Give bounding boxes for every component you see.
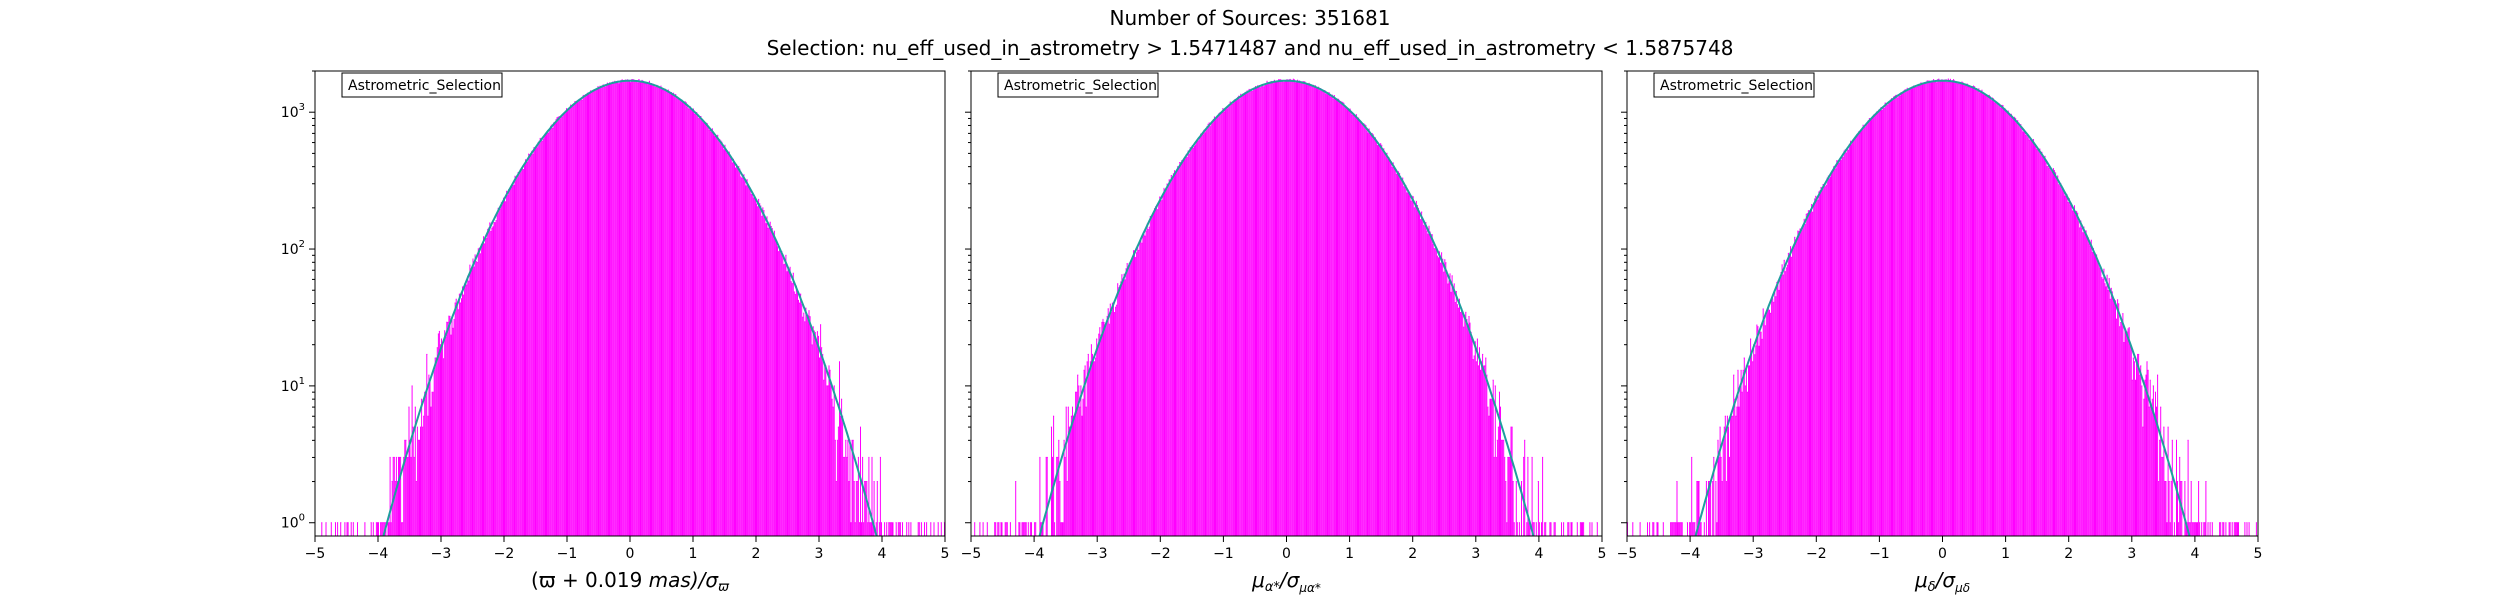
x-tick-label: 4 xyxy=(878,546,887,562)
x-tick-label: −5 xyxy=(961,546,982,562)
y-tick-exponent: 2 xyxy=(299,239,305,250)
x-axis-label: μα*/σμα* xyxy=(1251,568,1321,595)
x-tick-label: 5 xyxy=(941,546,950,562)
x-tick-label: −4 xyxy=(1680,546,1701,562)
x-label-subscript: δ xyxy=(1928,580,1936,595)
chart-panel-1: −5 −4 −3 −2 −1 0 1 2 3 4 5100101102103Astrometric_… xyxy=(281,70,950,595)
x-tick-label: 4 xyxy=(2190,546,2199,562)
histogram-bars xyxy=(1627,78,2257,536)
x-label-part: μ xyxy=(1251,568,1265,592)
x-label-subscript: μα* xyxy=(1298,581,1321,595)
x-tick-label: −3 xyxy=(1743,546,1764,562)
x-label-part: /σ xyxy=(1278,568,1301,592)
legend-box xyxy=(997,72,1159,98)
x-axis-label: (ϖ + 0.019 mas)/σϖ xyxy=(531,568,730,595)
legend-box xyxy=(341,72,503,98)
y-tick-base: 10 xyxy=(281,516,299,532)
y-tick-base: 10 xyxy=(281,105,299,121)
legend-box xyxy=(1653,72,1815,98)
x-tick-label: −5 xyxy=(305,546,326,562)
y-tick-label: 103 xyxy=(281,102,305,121)
y-tick-base: 10 xyxy=(281,242,299,258)
x-tick-label: 3 xyxy=(2127,546,2136,562)
x-axis-label: μδ/σμδ xyxy=(1914,568,1970,595)
x-tick-label: 5 xyxy=(2254,546,2263,562)
x-tick-label: −1 xyxy=(1213,546,1234,562)
x-tick-label: 1 xyxy=(2001,546,2010,562)
x-tick-label: 5 xyxy=(1598,546,1607,562)
plot-area xyxy=(1627,78,2257,536)
histogram-bars xyxy=(974,78,1598,536)
x-tick-label: −1 xyxy=(557,546,578,562)
gaussian-fit-line xyxy=(1038,79,1535,536)
x-tick-label: 2 xyxy=(2064,546,2073,562)
x-label-part: μ xyxy=(1914,568,1928,592)
gaussian-fit-line xyxy=(382,79,878,536)
x-tick-label: 4 xyxy=(1534,546,1543,562)
x-tick-label: 1 xyxy=(1345,546,1354,562)
plot-area xyxy=(321,79,945,536)
x-label-part: /σ xyxy=(1934,568,1957,592)
x-label-unit: mas xyxy=(649,568,691,592)
x-tick-label: −4 xyxy=(368,546,389,562)
x-tick-label: 3 xyxy=(1471,546,1480,562)
x-tick-label: 2 xyxy=(752,546,761,562)
x-tick-label: 0 xyxy=(1282,546,1291,562)
legend-label: Astrometric_Selection xyxy=(1004,78,1157,94)
x-label-subscript: α* xyxy=(1265,580,1281,595)
y-tick-label: 100 xyxy=(281,513,305,532)
x-label-subscript: μδ xyxy=(1954,581,1970,595)
legend-label: Astrometric_Selection xyxy=(1660,78,1813,94)
x-tick-label: −2 xyxy=(1150,546,1171,562)
x-tick-label: −4 xyxy=(1024,546,1045,562)
x-label-part: )/σ xyxy=(689,568,720,592)
histogram-bars xyxy=(321,79,945,536)
y-tick-label: 101 xyxy=(281,376,305,395)
x-tick-label: −2 xyxy=(1806,546,1827,562)
x-tick-label: 3 xyxy=(815,546,824,562)
x-tick-label: 0 xyxy=(626,546,635,562)
plot-area xyxy=(974,78,1598,536)
x-tick-label: 2 xyxy=(1408,546,1417,562)
x-tick-label: −2 xyxy=(494,546,515,562)
x-tick-label: −3 xyxy=(431,546,452,562)
x-label-part: (ϖ + 0.019 xyxy=(531,568,649,592)
x-tick-label: −1 xyxy=(1869,546,1890,562)
y-tick-label: 102 xyxy=(281,239,305,258)
x-tick-label: 0 xyxy=(1938,546,1947,562)
x-label-subscript: ϖ xyxy=(718,580,730,595)
figure-title-line1: Number of Sources: 351681 xyxy=(1109,6,1391,30)
y-tick-base: 10 xyxy=(281,379,299,395)
y-tick-exponent: 1 xyxy=(299,376,305,387)
y-tick-exponent: 3 xyxy=(299,102,305,113)
chart-panel-2: −5 −4 −3 −2 −1 0 1 2 3 4 5 Astrometric_Selection μα*… xyxy=(961,70,1607,595)
x-tick-label: −3 xyxy=(1087,546,1108,562)
chart-panel-3: −5 −4 −3 −2 −1 0 1 2 3 4 5 Astrometric_Selection μδ/… xyxy=(1617,70,2263,595)
y-tick-exponent: 0 xyxy=(299,513,305,524)
legend-label: Astrometric_Selection xyxy=(348,78,501,94)
x-tick-label: −5 xyxy=(1617,546,1638,562)
figure-title-line2: Selection: nu_eff_used_in_astrometry > 1… xyxy=(766,36,1734,60)
gaussian-fit-line xyxy=(1694,79,2191,536)
x-tick-label: 1 xyxy=(689,546,698,562)
